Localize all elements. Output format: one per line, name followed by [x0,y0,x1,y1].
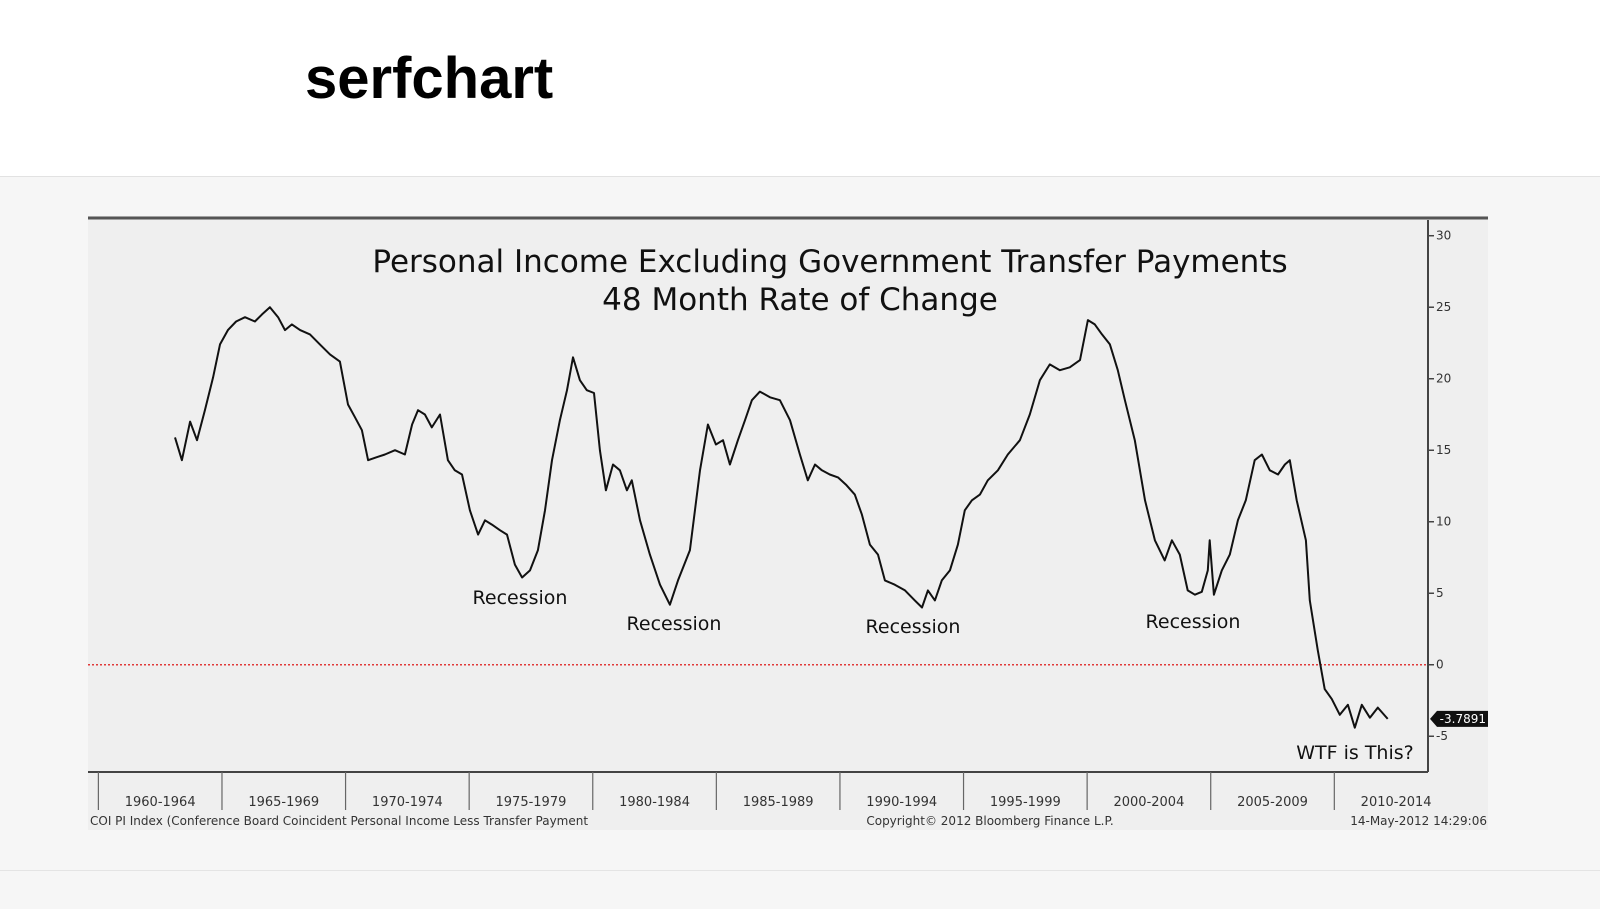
last-value-tag [1430,710,1488,727]
header-bg [0,0,1600,177]
chart-title: Personal Income Excluding Government Tra… [372,244,1287,280]
x-tick-label: 1980-1984 [619,795,690,810]
last-value-label: -3.7891 [1440,712,1486,726]
x-tick-label: 2010-2014 [1361,795,1432,810]
y-tick-label: -5 [1436,729,1448,743]
x-tick-label: 1995-1999 [990,795,1061,810]
x-tick-label: 1975-1979 [496,795,567,810]
x-tick-label: 1970-1974 [372,795,443,810]
y-tick-label: 10 [1436,515,1451,529]
y-tick-label: 15 [1436,443,1451,457]
x-tick-label: 2005-2009 [1237,795,1308,810]
x-tick-label: 1965-1969 [248,795,319,810]
series-line [174,306,1389,729]
footer-copyright: Copyright© 2012 Bloomberg Finance L.P. [866,814,1113,828]
y-tick-label: 30 [1436,229,1451,243]
y-tick-label: 25 [1436,300,1451,314]
annotation: Recession [627,613,722,635]
x-tick-label: 1985-1989 [743,795,814,810]
x-tick-label: 1990-1994 [866,795,937,810]
chart: Personal Income Excluding Government Tra… [88,220,1488,828]
y-tick-label: 0 [1436,658,1444,672]
site-title: serfchart [305,46,553,111]
annotation: Recession [473,587,568,609]
y-tick-label: 5 [1436,586,1444,600]
x-tick-label: 1960-1964 [125,795,196,810]
footer-timestamp: 14-May-2012 14:29:06 [1350,814,1487,828]
footer-source: COI PI Index (Conference Board Coinciden… [90,814,588,828]
annotation: Recession [1146,611,1241,633]
chart-image [88,216,1488,830]
annotation: Recession [866,616,961,638]
y-tick-label: 20 [1436,372,1451,386]
x-tick-label: 2000-2004 [1113,795,1184,810]
chart-subtitle: 48 Month Rate of Change [602,282,998,318]
annotation: WTF is This? [1296,742,1414,764]
